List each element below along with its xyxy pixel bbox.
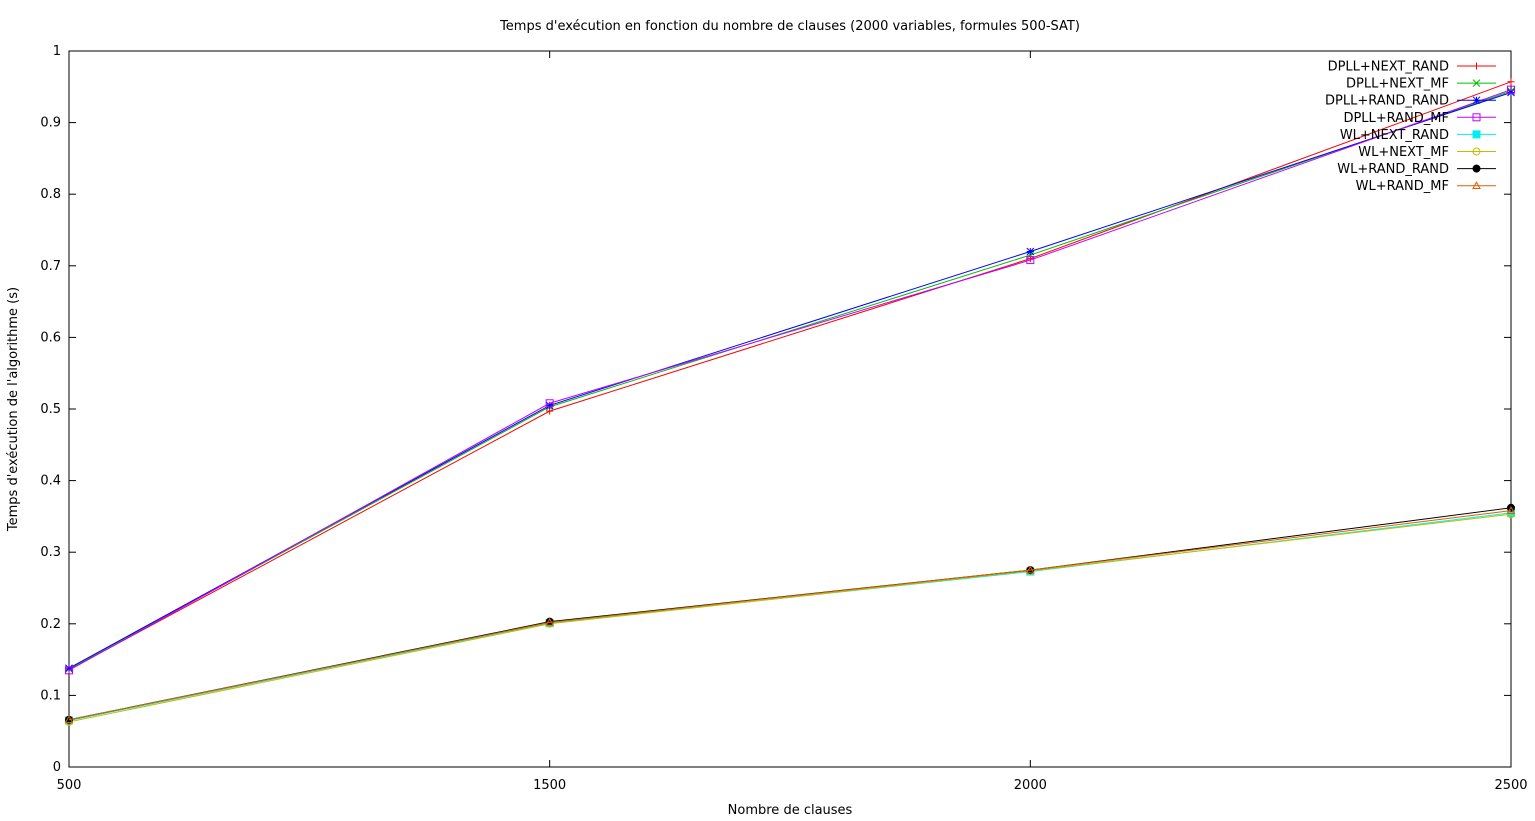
series-line <box>68 81 1512 671</box>
legend-marker <box>1472 164 1481 173</box>
y-tick-label: 0.9 <box>40 116 61 131</box>
legend-marker <box>1473 62 1480 70</box>
data-point <box>545 401 554 410</box>
series-line <box>68 89 1512 671</box>
x-tick-label: 1500 <box>533 778 566 793</box>
data-point <box>64 715 74 724</box>
data-point <box>65 664 73 673</box>
legend: DPLL+NEXT_RAND DPLL+NEXT_MF DPLL+RAND_RAND… <box>1325 60 1496 194</box>
series-line <box>68 92 1512 669</box>
legend-label: WL+RAND_RAND <box>1337 162 1449 177</box>
data-point <box>545 617 555 626</box>
legend-marker <box>1472 113 1481 122</box>
plot-frame <box>68 50 1512 768</box>
series-layer <box>64 78 1516 726</box>
legend-label: DPLL+NEXT_MF <box>1346 77 1449 92</box>
legend-marker <box>1472 79 1481 87</box>
legend-label: DPLL+RAND_MF <box>1343 111 1449 126</box>
chart-title: Temps d'exécution en fonction du nombre … <box>499 19 1080 34</box>
series-dpll-rand-rand <box>65 88 1515 673</box>
x-tick-label: 2500 <box>1494 778 1527 793</box>
legend-item: WL+RAND_RAND <box>1337 162 1496 177</box>
y-tick-label: 0.1 <box>40 688 61 703</box>
series-wl-rand-mf <box>64 506 1516 724</box>
series-dpll-rand-mf <box>65 85 1515 675</box>
series-line <box>68 513 1512 723</box>
x-axis-label: Nombre de clauses <box>728 803 853 818</box>
x-tick-label: 2000 <box>1014 778 1047 793</box>
data-point <box>1507 78 1515 86</box>
data-point <box>1026 256 1035 265</box>
data-point <box>1507 85 1515 94</box>
data-point <box>1026 247 1035 256</box>
y-tick-label: 0.4 <box>40 474 61 489</box>
series-line <box>68 512 1512 721</box>
series-dpll-next-rand <box>65 78 1515 674</box>
y-tick-label: 1 <box>53 44 61 59</box>
x-tick-label: 500 <box>57 778 82 793</box>
data-point <box>1506 506 1516 514</box>
data-point <box>65 666 73 675</box>
data-point <box>545 399 554 408</box>
data-point <box>1507 88 1515 97</box>
legend-marker <box>1472 181 1481 189</box>
legend-item: WL+NEXT_RAND <box>1340 128 1496 143</box>
legend-item: DPLL+NEXT_RAND <box>1328 60 1496 75</box>
y-tick-label: 0.2 <box>40 617 61 632</box>
y-tick-label: 0.8 <box>40 187 61 202</box>
series-wl-next-rand <box>65 508 1515 725</box>
y-tick-label: 0.6 <box>40 330 61 345</box>
legend-label: WL+NEXT_RAND <box>1340 128 1449 143</box>
legend-label: WL+NEXT_MF <box>1358 145 1449 160</box>
legend-marker <box>1472 96 1481 105</box>
legend-item: DPLL+RAND_MF <box>1343 111 1496 126</box>
legend-item: DPLL+RAND_RAND <box>1325 94 1496 109</box>
series-line <box>68 510 1512 721</box>
series-dpll-next-mf <box>65 87 1515 673</box>
y-tick-label: 0 <box>53 760 61 775</box>
legend-marker <box>1472 147 1481 156</box>
legend-item: WL+RAND_MF <box>1356 179 1496 194</box>
legend-label: DPLL+NEXT_RAND <box>1328 60 1449 75</box>
y-tick-label: 0.3 <box>40 545 61 560</box>
legend-item: DPLL+NEXT_MF <box>1346 77 1496 92</box>
series-line <box>68 90 1512 670</box>
legend-item: WL+NEXT_MF <box>1358 145 1496 160</box>
legend-marker <box>1472 130 1481 139</box>
y-tick-label: 0.5 <box>40 402 61 417</box>
y-tick-label: 0.7 <box>40 259 61 274</box>
series-wl-next-mf <box>65 510 1515 726</box>
data-point <box>1025 565 1035 574</box>
legend-label: DPLL+RAND_RAND <box>1325 94 1449 109</box>
y-axis-label: Temps d'exécution de l'algorithme (s) <box>6 287 21 532</box>
legend-label: WL+RAND_MF <box>1356 179 1449 194</box>
